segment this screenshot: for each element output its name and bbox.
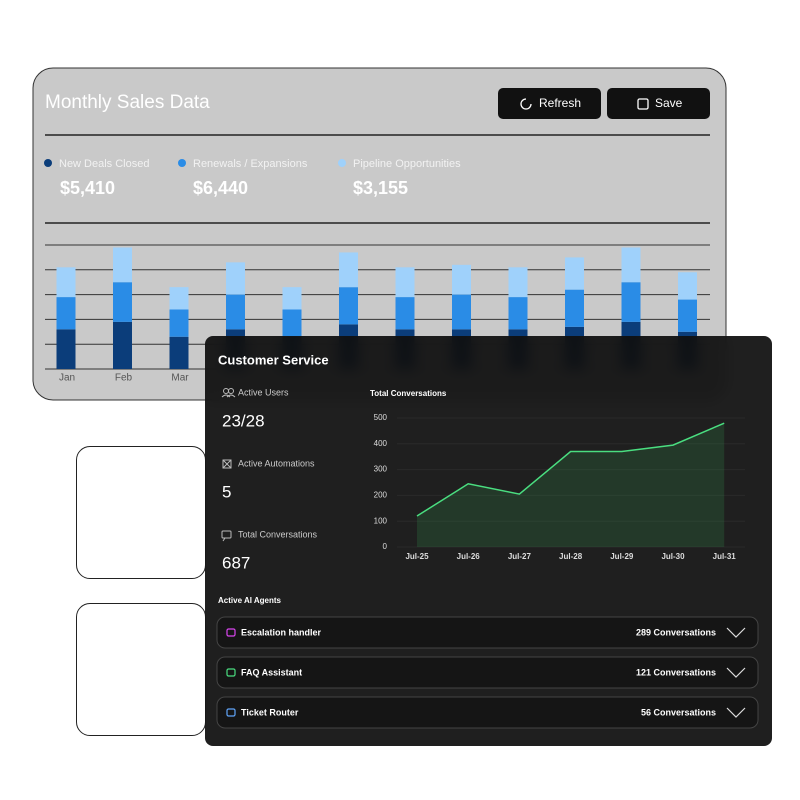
agent-count[interactable]: 121 Conversations [636,667,716,677]
legend-dot [44,159,52,167]
legend-total: $5,410 [60,178,115,198]
legend-total: $6,440 [193,178,248,198]
x-tick-label: Jan [59,373,75,384]
save-button[interactable]: Save [607,88,710,119]
bar-segment [56,267,76,298]
area [417,423,725,547]
chevron[interactable] [726,707,746,718]
legend-dot [338,159,346,167]
x-tick-label: Jul-26 [457,552,481,561]
bar-segment [565,257,584,290]
x-tick-label: Jul-25 [405,552,429,561]
bar-segment [452,264,471,295]
row-bg[interactable] [216,616,759,649]
legend-label: New Deals Closed [59,158,149,170]
bar-segment [621,247,641,283]
agent-name[interactable]: FAQ Assistant [241,667,302,677]
bar-segment [508,267,528,298]
stat-value: 23/28 [222,411,265,430]
bar-segment [56,329,76,369]
stat-label: Active Users [238,387,289,397]
stat-value: 5 [222,482,231,501]
row-bg[interactable] [216,656,759,689]
stat-label: Active Automations [238,458,315,468]
section-title: Active AI Agents [218,596,282,605]
icons [221,388,236,542]
bar-segment [621,282,641,322]
bar-segment [678,299,697,332]
chevron[interactable] [726,627,746,638]
placeholder-card [76,603,206,736]
chart-title: Total Conversations [370,389,447,398]
y-tick-label: 500 [374,413,388,422]
y-tick-label: 300 [374,465,388,474]
title: Monthly Sales Data [45,92,210,113]
service-canvas: Customer Service Total Conversations Act… [216,352,759,729]
agent-icon [226,628,236,637]
x-tick-label: Feb [115,373,133,384]
agent-row[interactable]: FAQ Assistant 121 Conversations [216,656,759,689]
bar-segment [452,294,471,330]
agent-count[interactable]: 289 Conversations [636,627,716,637]
bar-segment [508,297,528,330]
row-bg[interactable] [216,696,759,729]
bar-segment [339,287,358,325]
agent-name[interactable]: Ticket Router [241,707,299,717]
bar-segment [113,321,132,369]
x-tick-label: Jul-27 [508,552,532,561]
service-panel: Customer Service Total Conversations Act… [205,336,772,746]
agent-icon [226,668,236,677]
refresh-button[interactable]: Refresh [498,88,601,119]
y-tick-label: 0 [383,542,388,551]
bar-segment [395,267,415,298]
bar-segment [395,297,415,330]
legend-dot [178,159,186,167]
agent-icon [226,708,236,717]
y-tick-label: 100 [374,516,388,525]
line [416,422,725,517]
button-label[interactable]: Refresh [539,96,581,110]
title: Customer Service [218,352,329,367]
agent-row[interactable]: Escalation handler 289 Conversations [216,616,759,649]
bar-segment [226,262,245,295]
x-tick-label: Mar [171,373,189,384]
legend-label: Pipeline Opportunities [353,158,461,170]
bar-segment [565,289,584,327]
agent-count[interactable]: 56 Conversations [641,707,716,717]
bar-segment [113,282,132,322]
bar-segment [678,272,697,300]
sales-panel: Monthly Sales Data Refresh Save New Deal… [32,67,727,401]
bar-segment [339,252,358,288]
y-tick-label: 200 [374,491,388,500]
y-tick-label: 400 [374,439,388,448]
bar-segment [56,297,76,330]
bar-segment [169,336,189,369]
agent-name[interactable]: Escalation handler [241,627,322,637]
bar-segment [169,309,189,337]
stat-value: 687 [222,553,250,572]
bar-segment [226,294,245,330]
x-tick-label: Jul-29 [610,552,634,561]
x-tick-label: Jul-31 [713,552,737,561]
placeholder-card [76,446,206,579]
bar-segment [282,287,302,310]
x-tick-label: Jul-28 [559,552,583,561]
x-tick-label: Jul-30 [661,552,685,561]
agent-row[interactable]: Ticket Router 56 Conversations [216,696,759,729]
bar-segment [113,247,132,283]
bar-segment [282,309,302,337]
stat-label: Total Conversations [238,529,318,539]
legend-total: $3,155 [353,178,408,198]
bar-segment [169,287,189,310]
legend-label: Renewals / Expansions [193,158,308,170]
chevron[interactable] [726,667,746,678]
button-label[interactable]: Save [655,96,683,110]
